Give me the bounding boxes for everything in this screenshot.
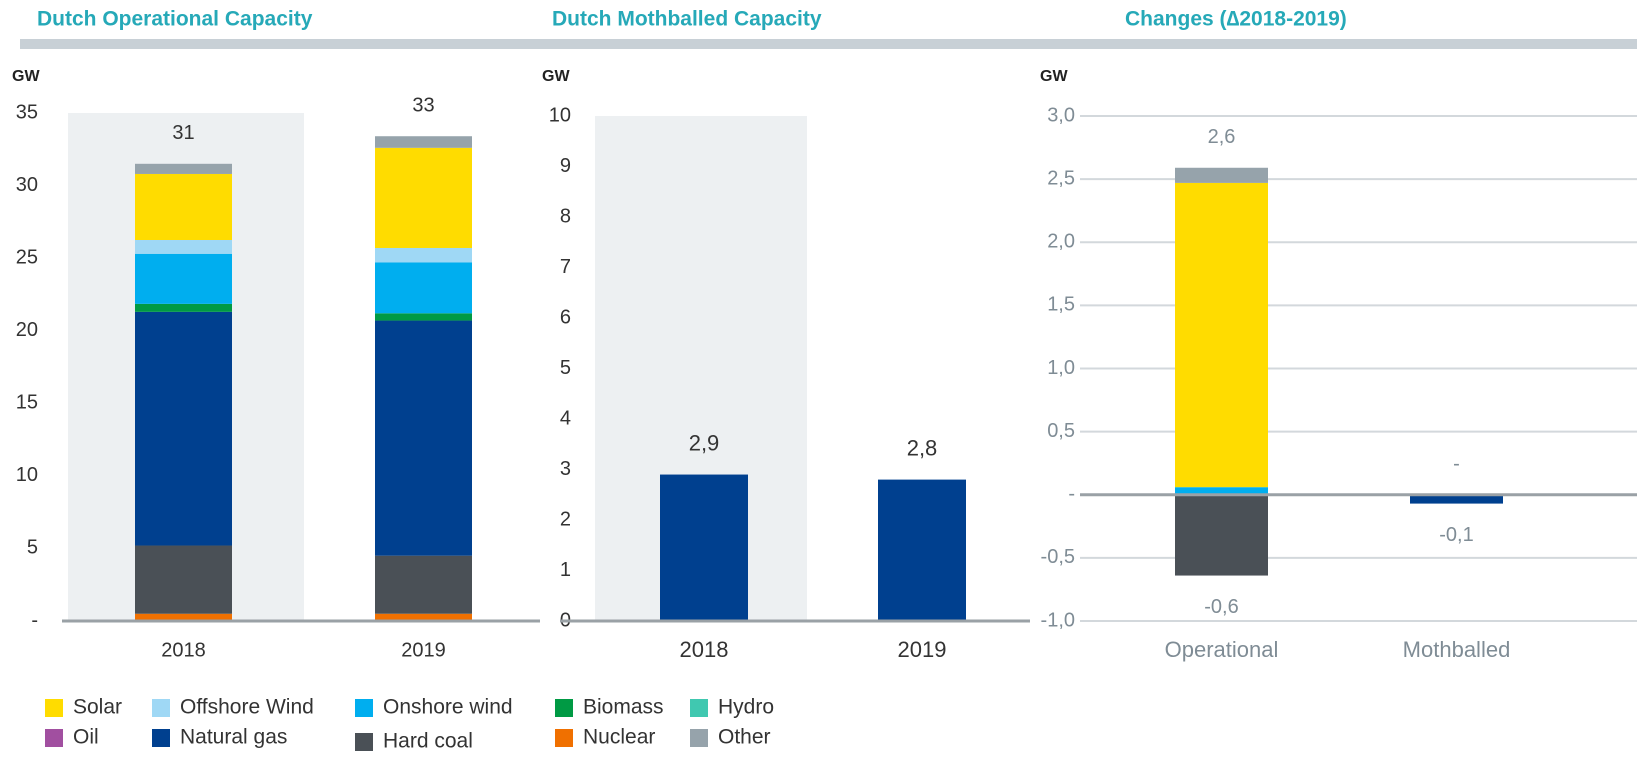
bar-segment [135, 545, 232, 614]
data-label: 2,8 [907, 435, 938, 460]
y-tick-label: 15 [16, 392, 38, 414]
x-tick-label: 2018 [161, 639, 206, 661]
legend-label: Nuclear [583, 726, 655, 749]
bar-segment [375, 262, 472, 314]
legend-label: Solar [73, 696, 122, 719]
legend-swatch [45, 699, 63, 717]
legend-swatch [152, 729, 170, 747]
y-tick-label: 2,0 [1047, 231, 1075, 253]
chart-title: Changes (∆2018-2019) [1125, 8, 1347, 31]
bar-segment [375, 613, 472, 621]
bar [878, 479, 966, 621]
bar [660, 474, 748, 621]
y-tick-label: 7 [560, 256, 571, 278]
y-tick-label: 1,0 [1047, 357, 1075, 379]
bar-segment [135, 303, 232, 312]
bar-segment [1175, 487, 1268, 495]
y-tick-label: 10 [16, 464, 38, 486]
total-label: 31 [172, 122, 194, 144]
x-tick-label: 2019 [898, 637, 947, 662]
chart-title: Dutch Mothballed Capacity [552, 8, 822, 31]
legend-swatch [355, 699, 373, 717]
total-label: 2,6 [1208, 126, 1236, 148]
y-tick-label: 30 [16, 174, 38, 196]
y-tick-label: 2,5 [1047, 167, 1075, 189]
legend-label: Hard coal [383, 730, 473, 753]
bar-segment [375, 313, 472, 321]
y-tick-label: - [1068, 483, 1075, 505]
bar-segment [375, 136, 472, 148]
y-tick-label: 20 [16, 319, 38, 341]
y-tick-label: 35 [16, 101, 38, 123]
y-tick-label: 25 [16, 246, 38, 268]
y-tick-label: -0,5 [1041, 546, 1075, 568]
legend-label: Biomass [583, 696, 664, 719]
bar-segment [375, 555, 472, 614]
legend-swatch [355, 733, 373, 751]
x-tick-label: 2018 [680, 637, 729, 662]
y-tick-label: 1,5 [1047, 294, 1075, 316]
negative-total-label: -0,1 [1439, 524, 1473, 546]
axis-unit: GW [12, 68, 40, 85]
y-tick-label: 1 [560, 559, 571, 581]
y-tick-label: 4 [560, 407, 571, 429]
x-tick-label: 2019 [401, 639, 446, 661]
legend-swatch [690, 699, 708, 717]
header-bar [20, 39, 1637, 49]
y-tick-label: 3 [560, 458, 571, 480]
y-tick-label: 2 [560, 508, 571, 530]
bar-segment [375, 320, 472, 556]
bar-segment [1175, 167, 1268, 183]
total-label: - [1453, 453, 1460, 475]
legend-label: Onshore wind [383, 696, 513, 719]
bar-segment [135, 613, 232, 621]
y-tick-label: - [31, 609, 38, 631]
x-tick-label: Mothballed [1403, 637, 1511, 662]
chart-title: Dutch Operational Capacity [37, 8, 313, 31]
x-tick-label: Operational [1165, 637, 1279, 662]
bar-segment [135, 240, 232, 254]
total-label: 33 [412, 95, 434, 117]
y-tick-label: -1,0 [1041, 609, 1075, 631]
bar-segment [135, 253, 232, 304]
legend-swatch [152, 699, 170, 717]
y-tick-label: 6 [560, 306, 571, 328]
bar-segment [135, 173, 232, 240]
bar-segment [135, 311, 232, 546]
data-label: 2,9 [689, 430, 720, 455]
y-tick-label: 10 [549, 104, 571, 126]
axis-unit: GW [542, 68, 570, 85]
y-tick-label: 9 [560, 155, 571, 177]
legend-label: Hydro [718, 696, 774, 719]
y-tick-label: 5 [560, 357, 571, 379]
legend-swatch [45, 729, 63, 747]
legend-swatch [690, 729, 708, 747]
bar-segment [375, 147, 472, 248]
legend-label: Offshore Wind [180, 696, 314, 719]
y-tick-label: 8 [560, 205, 571, 227]
axis-unit: GW [1040, 68, 1068, 85]
y-tick-label: 0,5 [1047, 420, 1075, 442]
bar-segment [1175, 494, 1268, 576]
y-tick-label: 5 [27, 537, 38, 559]
legend-label: Other [718, 726, 771, 749]
legend-label: Natural gas [180, 726, 287, 749]
bar-segment [1410, 494, 1503, 504]
negative-total-label: -0,6 [1204, 596, 1238, 618]
bar-segment [135, 163, 232, 174]
bar-segment [375, 247, 472, 263]
legend-swatch [555, 699, 573, 717]
bar-segment [1175, 182, 1268, 488]
legend-swatch [555, 729, 573, 747]
y-tick-label: 3,0 [1047, 104, 1075, 126]
legend-label: Oil [73, 726, 99, 749]
